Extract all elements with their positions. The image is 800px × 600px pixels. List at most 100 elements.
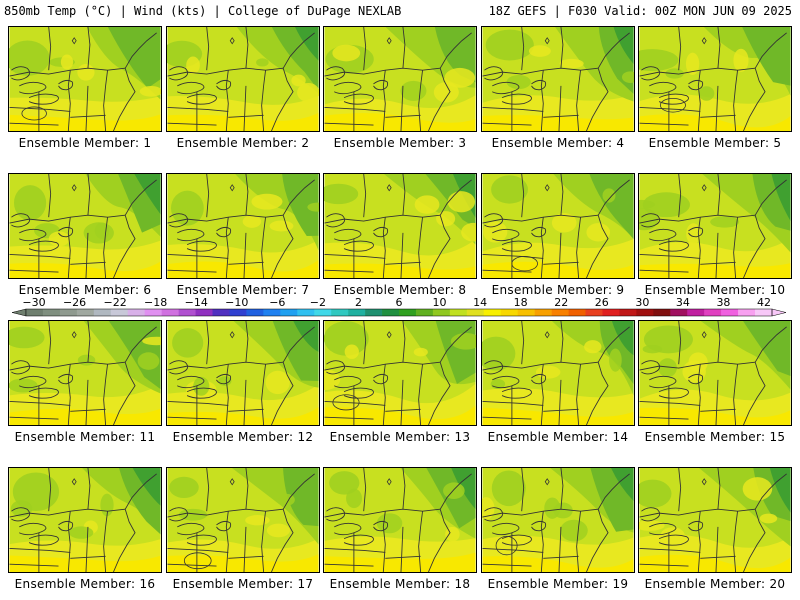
ensemble-member-label: Ensemble Member: 7 bbox=[176, 283, 310, 297]
colorbar-tick-label: 2 bbox=[354, 296, 362, 309]
colorbar-tick-label: 38 bbox=[716, 296, 731, 309]
colorbar-segment bbox=[721, 309, 739, 316]
ensemble-member-map: Ensemble Member: 14 bbox=[481, 320, 635, 444]
ensemble-member-label: Ensemble Member: 11 bbox=[14, 430, 156, 444]
ensemble-member-map: Ensemble Member: 10 bbox=[638, 173, 792, 297]
ensemble-member-map: Ensemble Member: 12 bbox=[166, 320, 320, 444]
ensemble-member-label: Ensemble Member: 9 bbox=[491, 283, 625, 297]
colorbar-tick-label: −14 bbox=[184, 296, 208, 309]
colorbar-segment bbox=[331, 309, 349, 316]
ensemble-member-map: Ensemble Member: 15 bbox=[638, 320, 792, 444]
temperature-map bbox=[323, 26, 477, 132]
colorbar-segment bbox=[738, 309, 756, 316]
colorbar-segment bbox=[280, 309, 298, 316]
temperature-map bbox=[481, 26, 635, 132]
ensemble-member-map: Ensemble Member: 17 bbox=[166, 467, 320, 591]
chart-title-right: 18Z GEFS | F030 Valid: 00Z MON JUN 09 20… bbox=[488, 4, 792, 18]
ensemble-member-label: Ensemble Member: 5 bbox=[648, 136, 782, 150]
temperature-map bbox=[8, 26, 162, 132]
ensemble-member-label: Ensemble Member: 6 bbox=[18, 283, 152, 297]
colorbar-segment bbox=[432, 309, 451, 316]
colorbar-segment bbox=[76, 309, 95, 316]
colorbar-segment bbox=[415, 309, 434, 316]
colorbar-bar bbox=[11, 308, 787, 317]
ensemble-member-label: Ensemble Member: 14 bbox=[487, 430, 629, 444]
colorbar-tick-label: 30 bbox=[635, 296, 650, 309]
temperature-map bbox=[166, 320, 320, 426]
temperature-colorbar: −30 −26 −22 −18 −14 −10 −6 −2 2 6 10 14 18 22 26 30 34 38… bbox=[0, 296, 800, 320]
colorbar-segment bbox=[144, 309, 162, 316]
colorbar-segment bbox=[755, 309, 773, 316]
colorbar-segment bbox=[500, 309, 518, 316]
ensemble-member-map: Ensemble Member: 8 bbox=[323, 173, 477, 297]
temperature-map bbox=[638, 173, 792, 279]
temperature-map bbox=[638, 320, 792, 426]
colorbar-tick-label: 26 bbox=[594, 296, 609, 309]
colorbar-segment bbox=[534, 309, 552, 316]
colorbar-tick-label: −30 bbox=[22, 296, 46, 309]
colorbar-segment bbox=[365, 309, 383, 316]
ensemble-member-label: Ensemble Member: 3 bbox=[333, 136, 467, 150]
ensemble-member-label: Ensemble Member: 16 bbox=[14, 577, 156, 591]
ensemble-member-label: Ensemble Member: 19 bbox=[487, 577, 629, 591]
ensemble-member-map: Ensemble Member: 9 bbox=[481, 173, 635, 297]
ensemble-member-label: Ensemble Member: 15 bbox=[644, 430, 786, 444]
colorbar-segment bbox=[551, 309, 569, 316]
temperature-map bbox=[481, 320, 635, 426]
colorbar-tick-label: 18 bbox=[513, 296, 528, 309]
colorbar-tick-label: 14 bbox=[473, 296, 488, 309]
ensemble-member-map: Ensemble Member: 13 bbox=[323, 320, 477, 444]
colorbar-segment bbox=[314, 309, 332, 316]
colorbar-segment bbox=[670, 309, 688, 316]
colorbar-tick-label: 42 bbox=[757, 296, 771, 309]
colorbar-tick-label: −26 bbox=[62, 296, 87, 309]
colorbar-segment bbox=[483, 309, 502, 316]
colorbar-segment bbox=[246, 309, 264, 316]
colorbar-tick-label: −18 bbox=[144, 296, 168, 309]
ensemble-member-map: Ensemble Member: 1 bbox=[8, 26, 162, 150]
colorbar-segment bbox=[517, 309, 535, 316]
ensemble-member-label: Ensemble Member: 1 bbox=[18, 136, 152, 150]
colorbar-segment bbox=[399, 309, 417, 316]
colorbar-tick-label: −10 bbox=[225, 296, 249, 309]
colorbar-tick-label: 6 bbox=[395, 296, 403, 309]
colorbar-segment bbox=[110, 309, 129, 316]
temperature-map bbox=[8, 320, 162, 426]
ensemble-member-map: Ensemble Member: 3 bbox=[323, 26, 477, 150]
temperature-map bbox=[8, 467, 162, 573]
colorbar-tick-label: 10 bbox=[432, 296, 447, 309]
ensemble-member-map: Ensemble Member: 18 bbox=[323, 467, 477, 591]
ensemble-member-label: Ensemble Member: 12 bbox=[172, 430, 314, 444]
ensemble-member-label: Ensemble Member: 18 bbox=[329, 577, 471, 591]
colorbar-segment bbox=[195, 309, 213, 316]
ensemble-member-map: Ensemble Member: 19 bbox=[481, 467, 635, 591]
colorbar-segment bbox=[636, 309, 654, 316]
ensemble-member-map: Ensemble Member: 11 bbox=[8, 320, 162, 444]
colorbar-segment bbox=[704, 309, 722, 316]
colorbar-segment bbox=[568, 309, 586, 316]
colorbar-segment bbox=[26, 309, 44, 316]
colorbar-segment bbox=[687, 309, 705, 316]
colorbar-tick-label: 22 bbox=[554, 296, 569, 309]
ensemble-member-map: Ensemble Member: 7 bbox=[166, 173, 320, 297]
ensemble-member-map: Ensemble Member: 2 bbox=[166, 26, 320, 150]
colorbar-segment bbox=[382, 309, 400, 316]
temperature-map bbox=[638, 467, 792, 573]
colorbar-tick-label: 34 bbox=[675, 296, 690, 309]
colorbar-segment bbox=[348, 309, 366, 316]
colorbar-segment bbox=[297, 309, 315, 316]
colorbar-segment bbox=[263, 309, 281, 316]
ensemble-member-label: Ensemble Member: 13 bbox=[329, 430, 471, 444]
colorbar-segment bbox=[127, 309, 145, 316]
colorbar-segment bbox=[59, 309, 78, 316]
ensemble-member-label: Ensemble Member: 17 bbox=[172, 577, 314, 591]
colorbar-tick-label: −22 bbox=[103, 296, 127, 309]
ensemble-member-label: Ensemble Member: 4 bbox=[491, 136, 625, 150]
colorbar-tick-label: −6 bbox=[269, 296, 286, 309]
colorbar-segment bbox=[585, 309, 603, 316]
temperature-map bbox=[638, 26, 792, 132]
temperature-map bbox=[323, 467, 477, 573]
colorbar-segment bbox=[93, 309, 112, 316]
ensemble-member-label: Ensemble Member: 2 bbox=[176, 136, 310, 150]
